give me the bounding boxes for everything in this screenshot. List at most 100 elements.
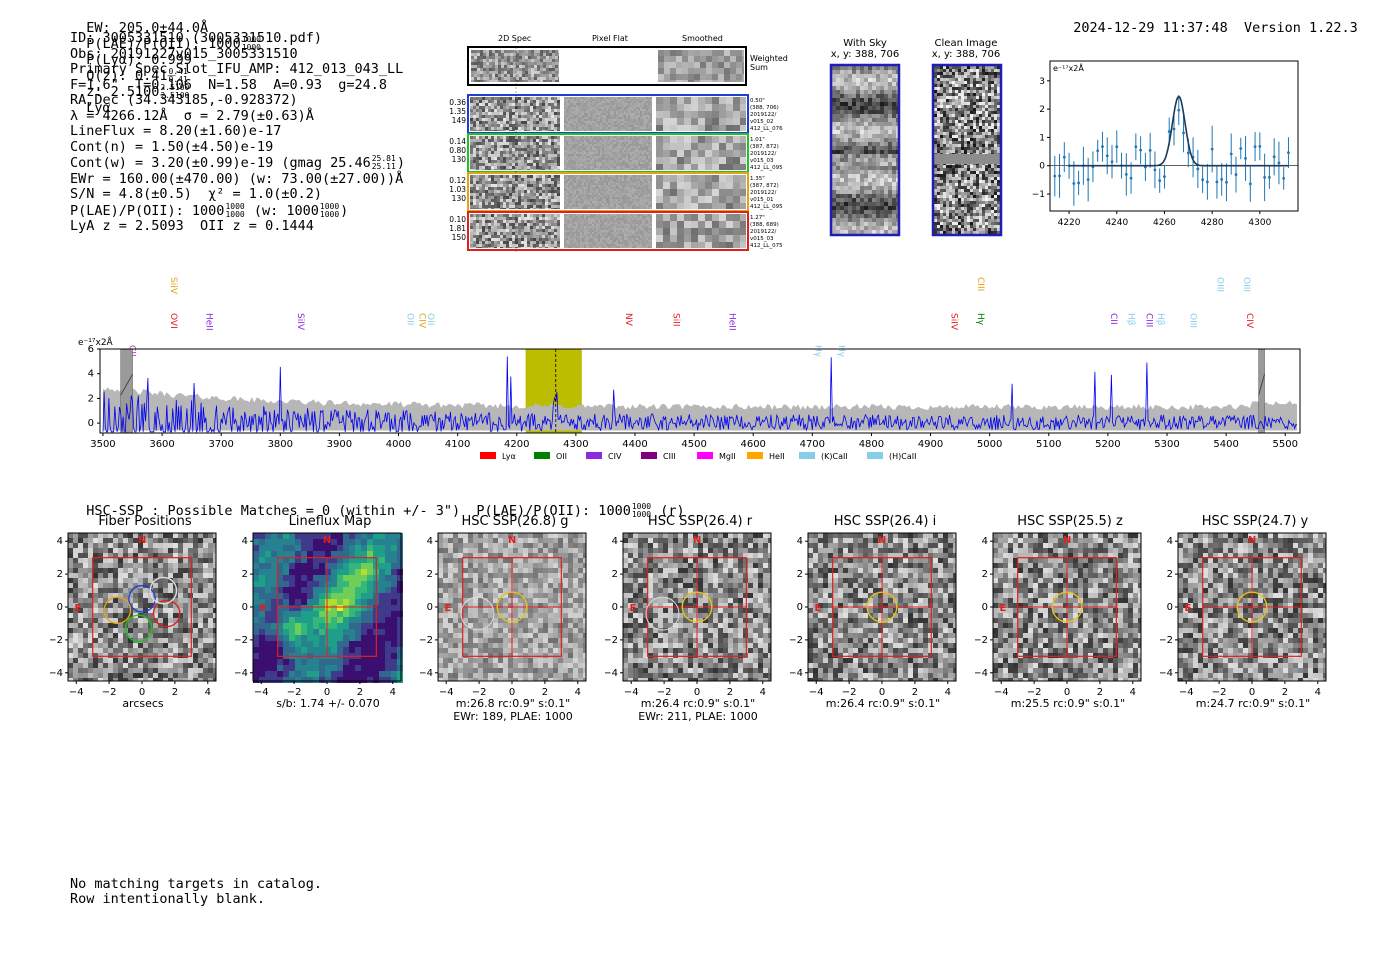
pixel [503, 187, 506, 190]
pixel [510, 80, 513, 82]
pixel [503, 121, 506, 124]
pixel [543, 62, 546, 65]
pixel [598, 162, 600, 164]
pixel [612, 158, 614, 160]
pixel [470, 232, 473, 235]
pixel [620, 113, 622, 115]
pixel [474, 50, 477, 53]
pixel [618, 125, 620, 127]
pixel [578, 140, 580, 142]
pixel [485, 145, 488, 148]
pixel [568, 150, 570, 152]
pixel [610, 146, 612, 148]
pixel [506, 127, 509, 130]
pixel [600, 150, 602, 152]
pixel [712, 80, 718, 82]
pixel [524, 169, 527, 170]
pixel [638, 146, 640, 148]
pixel [476, 223, 479, 226]
pixel [644, 193, 646, 195]
pixel [518, 127, 521, 130]
pixel [564, 164, 566, 166]
pixel [626, 189, 628, 191]
pixel [624, 158, 626, 160]
pixel [542, 130, 545, 131]
pixel [539, 100, 542, 103]
pixel [608, 177, 610, 179]
pixel [574, 129, 576, 131]
pixel [606, 152, 608, 154]
pixel [506, 142, 509, 145]
pixel [482, 136, 485, 139]
pixel [503, 130, 506, 131]
pixel [592, 144, 594, 146]
pixel [636, 119, 638, 121]
pixel [638, 142, 640, 144]
pixel [566, 232, 568, 234]
pixel [616, 127, 618, 129]
pixel [600, 236, 602, 238]
pixel [530, 166, 533, 169]
pixel [600, 113, 602, 115]
pixel [584, 158, 586, 160]
pixel [572, 199, 574, 201]
pixel [548, 160, 551, 163]
pixel [470, 142, 473, 145]
pixel [576, 150, 578, 152]
pixel [545, 148, 548, 151]
pixel [606, 162, 608, 164]
pixel [719, 150, 726, 157]
pixel [551, 163, 554, 166]
pixel [548, 232, 551, 235]
pixel [528, 68, 531, 71]
pixel [642, 103, 644, 105]
pixel [636, 138, 638, 140]
pixel [600, 123, 602, 125]
pixel [624, 181, 626, 183]
pixel [479, 124, 482, 127]
pixel [580, 146, 582, 148]
pixel [596, 111, 598, 113]
pixel [534, 59, 537, 62]
cutout-2dspec [470, 97, 560, 131]
pixel [616, 224, 618, 226]
pixel [622, 203, 624, 205]
weighted-2dspec [471, 50, 559, 82]
pixel [726, 182, 733, 189]
pixel [614, 148, 616, 150]
pixel [512, 115, 515, 118]
pixel [578, 203, 580, 205]
pixel [610, 193, 612, 195]
pixel [512, 184, 515, 187]
pixel [503, 178, 506, 181]
pixel [606, 199, 608, 201]
pixel [622, 189, 624, 191]
pixel [618, 164, 620, 166]
pixel [644, 111, 646, 113]
pixel [719, 157, 726, 164]
pixel [491, 181, 494, 184]
pixel [600, 177, 602, 179]
pixel [606, 214, 608, 216]
pixel [574, 234, 576, 236]
pixel [521, 178, 524, 181]
pixel [700, 80, 706, 82]
pixel [586, 218, 588, 220]
pixel [594, 158, 596, 160]
pixel [557, 184, 560, 187]
pixel [612, 111, 614, 113]
pixel [592, 164, 594, 166]
pixel [512, 145, 515, 148]
pixel [736, 68, 742, 74]
pixel [642, 156, 644, 158]
pixel [584, 187, 586, 189]
pixel [545, 109, 548, 112]
pixel [506, 238, 509, 241]
pixel [638, 228, 640, 230]
pixel [606, 158, 608, 160]
pixel [488, 124, 491, 127]
pixel [536, 238, 539, 241]
pixel [485, 157, 488, 160]
pixel [682, 50, 688, 56]
pixel [592, 203, 594, 205]
